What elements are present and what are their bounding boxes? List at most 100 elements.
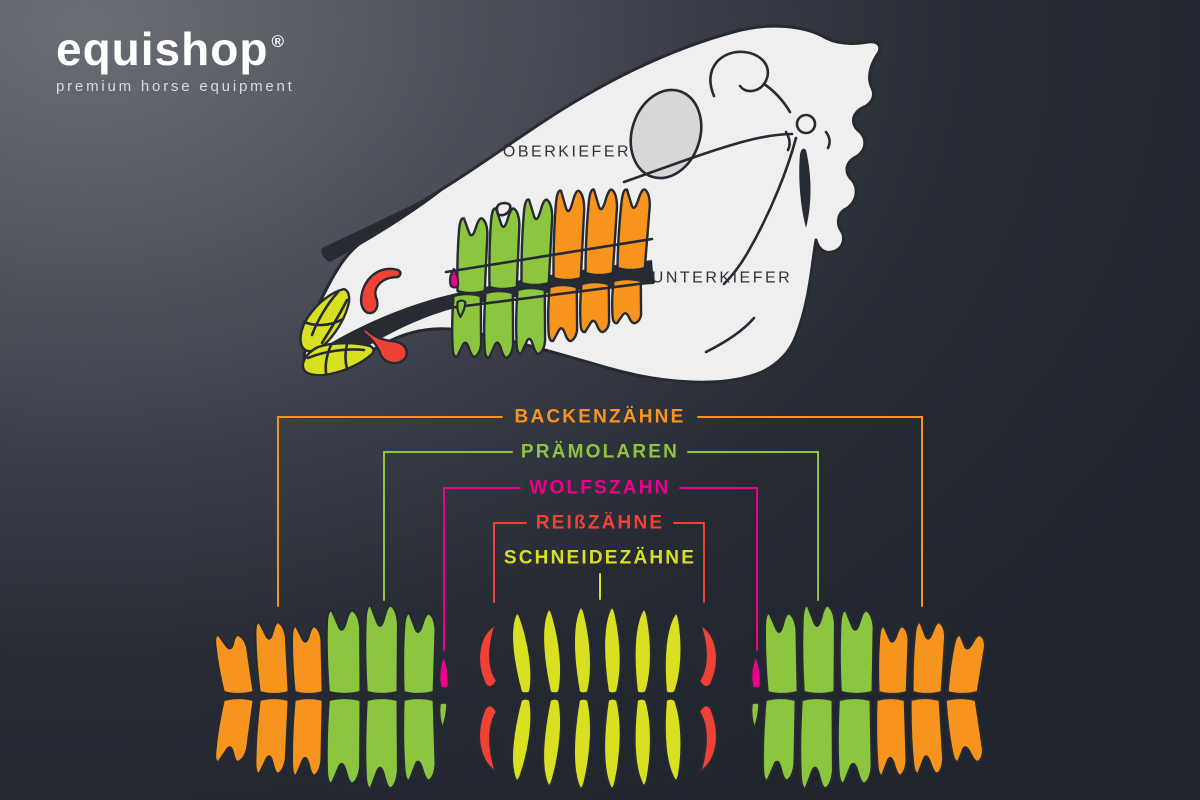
teeth-group-middle [477,606,719,790]
brand-name: equishop [56,23,269,75]
horse-skull-illustration: OBERKIEFER UNTERKIEFER [299,24,882,384]
tooth-molar [909,696,945,775]
tooth-molar [552,189,586,282]
registered-trademark-icon: ® [271,32,285,51]
tooth-premolar [836,696,873,785]
teeth-group-right [750,604,987,790]
skull-upper-cheek-teeth [456,188,651,295]
tooth-premolar [482,289,515,360]
legend-item-wolfszahn: WOLFSZAHN [443,478,758,651]
jaw-joint-notch [799,148,811,228]
tooth-premolar [838,609,875,696]
nasal-slit [321,187,447,262]
tooth-incisor [602,697,622,790]
tooth-incisor [602,606,622,695]
skull-small-premolar [456,299,467,319]
tooth-premolar [761,696,797,782]
tooth-premolar [801,604,837,696]
tooth-molar [876,625,910,696]
bracket-wolfszahn [443,487,758,651]
tooth-canine [477,622,499,689]
tooth-incisor [572,606,593,695]
tooth-premolar [364,696,400,790]
skull-lower-incisors [301,341,375,377]
tooth-incisor [633,608,653,695]
tooth-incisor [541,608,563,695]
legend-label-schneidezaehne: SCHNEIDEZÄHNE [504,548,696,569]
legend-label-praemolaren: PRÄMOLAREN [521,442,679,463]
tooth-wolf_tooth [750,653,763,690]
tooth-canine [477,704,499,774]
brand-name-row: equishop ® [56,26,295,72]
tooth-small_premolar [456,299,467,319]
skull-upper-incisor-lines [302,290,349,345]
tooth-premolar [364,604,400,696]
tooth-incisor [633,697,653,787]
legend-item-reisszaehne: REIßZÄHNE [493,513,705,603]
tooth-molar [944,696,985,763]
tooth-molar [946,633,987,696]
tooth-molar [584,188,619,277]
teeth-group-left [213,604,451,790]
tooth-premolar [520,198,554,287]
legend-item-praemolaren: PRÄMOLAREN [383,442,819,601]
legend-item-schneidezaehne: SCHNEIDEZÄHNE [504,548,696,600]
tooth-premolar [488,207,521,291]
tooth-premolar [401,696,437,782]
tooth-molar [874,696,908,777]
bracket-backenzaehne [277,416,923,607]
tooth-molar [616,188,651,272]
skull-suture-lines [495,50,831,354]
tooth-molar [546,283,579,343]
lower-jaw-label: UNTERKIEFER [652,270,792,287]
tooth-incisor [541,697,563,787]
tooth-molar [254,696,290,775]
tooth-canine [697,622,719,689]
legend-label-backenzaehne: BACKENZÄHNE [515,407,686,428]
tooth-premolar [456,217,489,295]
skull-wolf-tooth [448,267,460,289]
tooth-premolar [401,612,437,696]
tooth-molar [254,621,290,696]
tooth-molar [213,696,255,763]
skull-lower-incisor-lines [306,342,366,375]
tooth-premolar [763,612,799,696]
tooth-molar [213,633,255,696]
tooth-canine [697,704,719,774]
tooth-small_premolar [438,701,449,731]
legend-label-reisszaehne: REIßZÄHNE [536,513,665,534]
teeth-chart [213,604,987,790]
skull-front-teeth [299,267,467,377]
tooth-premolar [799,696,835,790]
brand-tagline: premium horse equipment [56,78,295,95]
tooth-incisor [510,697,533,782]
eye-socket [629,88,703,180]
legend-label-wolfszahn: WOLFSZAHN [529,478,670,499]
lower-gum-line [447,280,656,310]
tooth-molar [290,696,324,777]
tooth-incisor [663,697,683,782]
skull-lower-cheek-teeth [450,277,643,360]
tooth-molar [290,625,324,696]
tooth-premolar [325,609,362,696]
tooth-incisor [510,612,533,695]
tooth-premolar [325,696,362,785]
tooth-premolar [514,286,547,356]
tooth-molar [610,277,643,325]
brand-logo: equishop ® premium horse equipment [56,26,295,95]
bracket-praemolaren [383,451,819,601]
tooth-wolf_tooth [448,267,460,289]
legend: BACKENZÄHNE PRÄMOLAREN WOLFSZAHN REIßZÄH… [277,407,923,651]
tooth-molar [911,621,947,696]
tooth-wolf_tooth [438,653,451,690]
tooth-incisor [663,612,683,695]
skull-upper-canine [359,267,402,315]
upper-gum-line [444,237,654,274]
legend-item-backenzaehne: BACKENZÄHNE [277,407,923,607]
tooth-molar [578,280,611,334]
tooth-small_premolar [750,701,761,731]
upper-jaw-label: OBERKIEFER [503,144,631,161]
tooth-incisor [572,697,593,790]
